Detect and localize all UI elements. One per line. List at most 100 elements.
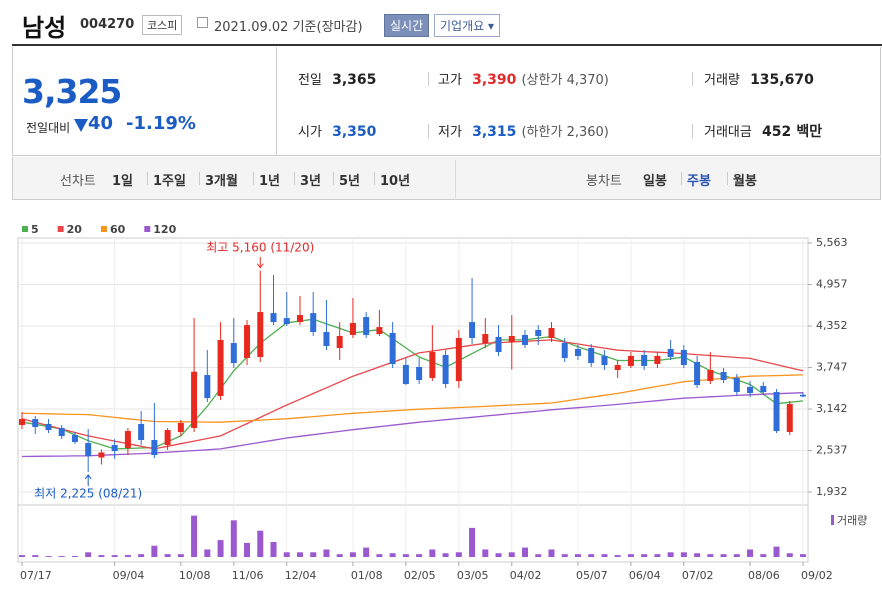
tab-group-label: 선차트 <box>60 174 96 189</box>
volume-bar <box>508 552 515 557</box>
candle-body <box>389 332 396 364</box>
candle-body <box>204 375 211 399</box>
stock-name: 남성 <box>22 14 67 42</box>
legend-swatch <box>144 226 151 232</box>
down-arrow-icon <box>74 119 88 132</box>
candle-body <box>58 428 65 437</box>
calendar-icon <box>197 17 208 28</box>
candle-body <box>164 430 171 446</box>
divider <box>374 172 375 185</box>
candle-body <box>191 371 198 429</box>
volume-bar <box>45 556 52 557</box>
quote-box <box>12 47 881 156</box>
volume-bar <box>707 554 714 557</box>
divider <box>692 72 693 86</box>
x-tick-label: 02/05 <box>404 569 436 582</box>
volume-bar <box>296 552 303 557</box>
quote-item: 거래대금 452 백만 <box>704 121 822 141</box>
volume-bar <box>416 554 423 557</box>
volume-bar <box>733 554 740 557</box>
volume-bar <box>191 515 198 557</box>
volume-bar <box>323 549 330 557</box>
volume-bar <box>694 553 701 557</box>
candle-body <box>71 435 78 443</box>
legend-swatch <box>57 226 64 232</box>
quote-item: 저가 3,315 (하한가 2,360) <box>438 121 609 140</box>
market-badge: 코스피 <box>142 15 183 35</box>
volume-bar <box>482 549 489 557</box>
period-tab[interactable]: 1주일 <box>153 174 186 189</box>
volume-bar <box>244 542 251 557</box>
candle-body <box>98 452 105 458</box>
period-tab[interactable]: 10년 <box>380 174 411 189</box>
volume-bar <box>111 555 118 557</box>
candle-body <box>667 349 674 357</box>
candle-body <box>786 404 793 432</box>
volume-bar <box>627 554 634 557</box>
item-label: 전일 <box>298 73 322 88</box>
item-label: 거래량 <box>704 73 740 88</box>
volume-bar <box>138 554 145 557</box>
volume-bar <box>495 553 502 557</box>
candle-body <box>257 312 264 357</box>
y-tick-label: 5,563 <box>816 236 848 249</box>
legend-label: 120 <box>153 223 176 236</box>
y-tick-label: 3,747 <box>816 361 848 374</box>
divider <box>428 124 429 138</box>
candle-body <box>495 336 502 352</box>
realtime-button[interactable]: 실시간 <box>384 14 430 37</box>
quote-item: 시가 3,350 <box>298 121 376 140</box>
candle-body <box>733 377 740 393</box>
date-basis: 기준(장마감) <box>292 20 363 35</box>
volume-bar <box>230 520 237 557</box>
candle-tab[interactable]: 월봉 <box>733 174 757 189</box>
date: 2021.09.02 기준(장마감) <box>214 16 363 35</box>
item-label: 저가 <box>438 125 462 140</box>
volume-bar <box>98 555 105 557</box>
candle-body <box>561 342 568 359</box>
y-tick-label: 3,142 <box>816 402 848 415</box>
volume-bar <box>548 549 555 557</box>
quote-item: 전일 3,365 <box>298 69 376 88</box>
period-tab[interactable]: 1일 <box>112 174 134 189</box>
candle-body <box>747 387 754 394</box>
candle-body <box>244 325 251 359</box>
period-tab[interactable]: 1년 <box>259 174 281 189</box>
divider <box>692 124 693 138</box>
divider <box>199 172 200 185</box>
x-tick-label: 05/07 <box>576 569 608 582</box>
current-price: 3,325 <box>22 72 122 111</box>
volume-bar <box>71 556 78 557</box>
volume-bar <box>402 554 409 557</box>
candle-body <box>296 315 303 323</box>
change-percent: -1.19% <box>126 113 196 134</box>
x-tick-label: 01/08 <box>351 569 383 582</box>
divider <box>253 172 254 185</box>
candle-body <box>429 351 436 378</box>
candle-tab[interactable]: 일봉 <box>643 174 667 189</box>
candle-body <box>45 423 52 431</box>
low-annotation: 최저 2,225 (08/21) <box>34 487 142 501</box>
divider <box>428 72 429 86</box>
candle-body <box>707 370 714 382</box>
candle-tab[interactable]: 주봉 <box>687 174 711 189</box>
volume-bar <box>32 555 39 557</box>
x-tick-label: 04/02 <box>510 569 542 582</box>
candle-body <box>270 313 277 323</box>
volume-bar <box>535 554 542 557</box>
period-tab[interactable]: 3년 <box>300 174 322 189</box>
volume-bar <box>614 555 621 557</box>
volume-bar <box>164 554 171 557</box>
candle-body <box>349 323 356 335</box>
volume-bar <box>654 554 661 557</box>
x-tick-label: 03/05 <box>457 569 489 582</box>
period-tab[interactable]: 5년 <box>339 174 361 189</box>
item-value: 3,365 <box>332 72 377 88</box>
ma-line <box>21 374 804 423</box>
volume-bar <box>58 556 65 557</box>
divider <box>727 172 728 185</box>
company-button[interactable]: 기업개요 ▾ <box>434 14 501 37</box>
period-tab[interactable]: 3개월 <box>205 174 238 189</box>
candle-body <box>680 349 687 365</box>
